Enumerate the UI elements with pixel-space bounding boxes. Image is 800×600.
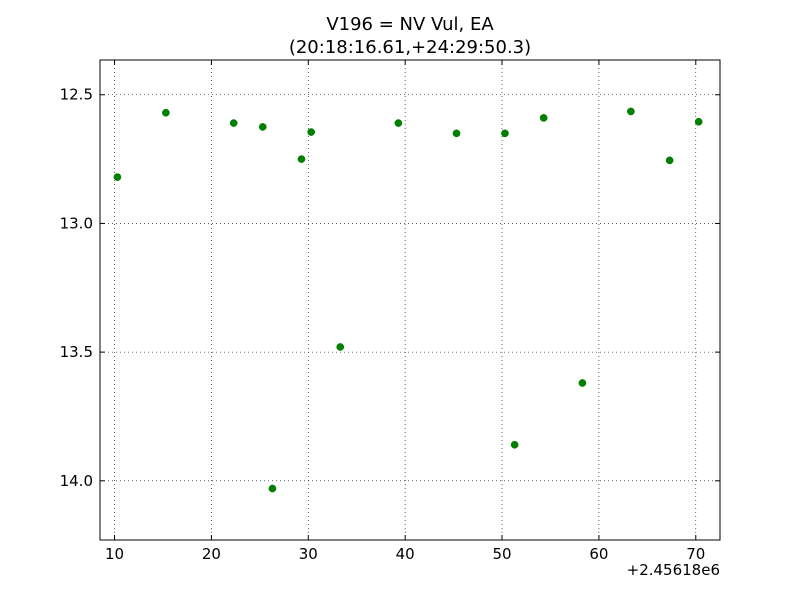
data-point	[452, 129, 461, 138]
data-point	[578, 379, 587, 387]
grid-lines	[100, 60, 720, 540]
x-tick-label: 10	[105, 545, 124, 563]
y-tick-label: 12.5	[60, 86, 93, 104]
y-tick-label: 13.0	[60, 214, 93, 232]
data-point	[694, 117, 703, 126]
data-point	[258, 123, 267, 131]
x-tick-label: 50	[492, 545, 511, 563]
plot-frame	[99, 59, 721, 541]
data-point	[336, 343, 345, 351]
x-tick-label: 60	[589, 545, 608, 563]
data-point	[229, 119, 238, 127]
data-point	[510, 440, 519, 449]
data-point	[307, 128, 316, 136]
x-axis-ticks: 10 20 30 40 50 60 70	[105, 60, 705, 563]
data-point	[162, 108, 170, 117]
x-tick-label: 70	[686, 545, 705, 563]
x-axis-offset-label: +2.45618e6	[627, 561, 720, 579]
y-axis-ticks: 12.5 13.0 13.5 14.0	[60, 86, 720, 490]
data-point	[665, 156, 674, 165]
x-tick-label: 30	[299, 545, 318, 563]
data-point	[501, 129, 509, 138]
chart-title: V196 = NV Vul, EA	[326, 14, 494, 35]
y-tick-label: 13.5	[60, 343, 93, 361]
y-tick-label: 14.0	[60, 472, 93, 490]
data-point	[539, 114, 548, 122]
x-tick-label: 40	[396, 545, 415, 563]
x-tick-label: 20	[202, 545, 221, 563]
data-point	[268, 484, 277, 493]
data-point	[113, 173, 122, 181]
data-point	[297, 155, 306, 163]
chart-subtitle: (20:18:16.61,+24:29:50.3)	[289, 37, 531, 58]
data-point	[394, 119, 403, 127]
data-point	[627, 107, 635, 116]
data-points	[113, 107, 703, 493]
